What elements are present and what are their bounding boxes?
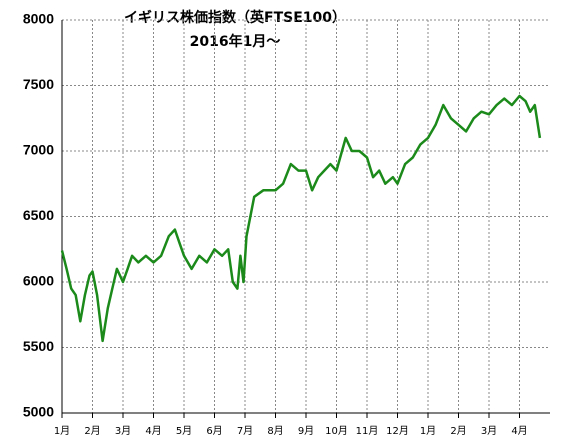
x-tick-label: 3月 bbox=[115, 425, 131, 437]
x-tick-label: 11月 bbox=[356, 425, 379, 437]
x-tick-label: 4月 bbox=[511, 425, 527, 437]
x-tick-label: 5月 bbox=[176, 425, 192, 437]
y-tick-label: 7500 bbox=[23, 76, 54, 92]
x-tick-label: 3月 bbox=[481, 425, 497, 437]
x-tick-label: 12月 bbox=[386, 425, 409, 437]
x-tick-label: 10月 bbox=[325, 425, 348, 437]
chart-title: イギリス株価指数（英FTSE100） bbox=[124, 9, 346, 26]
data-line bbox=[60, 94, 542, 343]
y-tick-label: 7000 bbox=[23, 142, 54, 158]
x-tick-label: 1月 bbox=[54, 425, 70, 437]
y-tick-label: 5500 bbox=[23, 338, 54, 354]
x-tick-label: 2月 bbox=[84, 425, 100, 437]
x-tick-label: 9月 bbox=[298, 425, 314, 437]
x-tick-label: 2月 bbox=[450, 425, 466, 437]
x-tick-label: 6月 bbox=[206, 425, 222, 437]
y-tick-label: 5000 bbox=[23, 404, 54, 420]
y-tick-label: 6000 bbox=[23, 273, 54, 289]
x-tick-label: 7月 bbox=[237, 425, 253, 437]
x-tick-label: 4月 bbox=[145, 425, 161, 437]
y-tick-label: 6500 bbox=[23, 207, 54, 223]
y-tick-label: 8000 bbox=[23, 11, 54, 27]
x-tick-label: 8月 bbox=[267, 425, 283, 437]
chart-subtitle: 2016年1月～ bbox=[190, 33, 281, 50]
x-tick-label: 1月 bbox=[420, 425, 436, 437]
